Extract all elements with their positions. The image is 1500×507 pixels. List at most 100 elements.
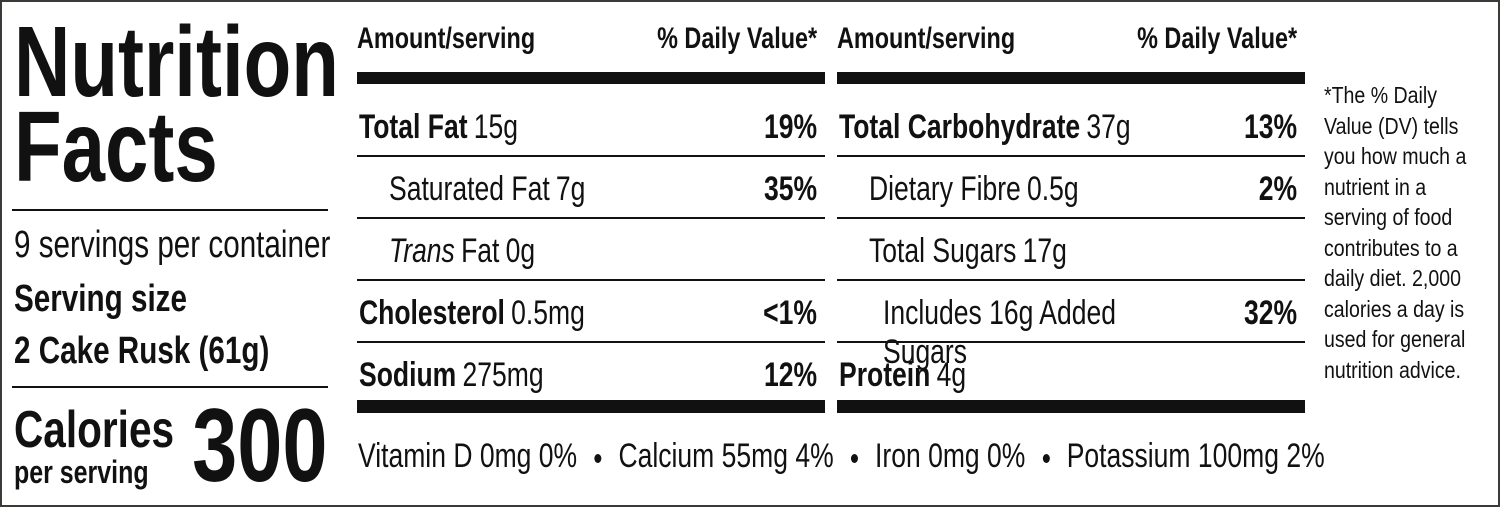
micronutrient: Iron 0mg 0% bbox=[875, 437, 1026, 475]
nutrient-amount: 0g bbox=[505, 232, 536, 270]
heading-text: Amount/serving bbox=[837, 22, 1016, 55]
bullet bbox=[594, 453, 602, 463]
calories-text: per serving bbox=[14, 454, 149, 490]
daily-value: 35% bbox=[749, 170, 817, 209]
serving-size-text: Serving size bbox=[14, 278, 187, 320]
nutrient-label: Sodium bbox=[359, 356, 457, 394]
footnote: *The % Daily Value (DV) tells you how mu… bbox=[1324, 82, 1467, 383]
nutrient-label: Total Fat bbox=[359, 108, 468, 146]
micronutrients: Vitamin D 0mg 0% Calcium 55mg 4% Iron 0mg … bbox=[358, 437, 1498, 476]
calories-value: 300 bbox=[154, 394, 328, 498]
daily-value: 12% bbox=[749, 356, 817, 395]
daily-value: 32% bbox=[1229, 294, 1297, 333]
nutrient-amount: 7g bbox=[555, 170, 586, 208]
daily-value: 2% bbox=[1248, 170, 1297, 209]
nutrient-label: Dietary Fibre bbox=[869, 170, 1021, 208]
nutrient-amount: 15g bbox=[473, 108, 519, 146]
calories-sublabel: per serving bbox=[14, 454, 187, 491]
daily-value-text: 19% bbox=[763, 108, 817, 146]
divider bbox=[12, 386, 328, 388]
heading-text: % Daily Value* bbox=[1137, 22, 1297, 55]
thick-rule bbox=[837, 400, 1305, 413]
nutrient-row: Sodium 275mg 12% bbox=[357, 343, 817, 405]
nutrient-name: Saturated Fat 7g bbox=[389, 170, 641, 209]
daily-value-text: <1% bbox=[763, 294, 817, 332]
nutrient-label: Protein bbox=[839, 356, 931, 394]
thick-rule bbox=[837, 72, 1305, 84]
nutrient-text: Includes 16g Added Sugars bbox=[883, 294, 1206, 372]
serving-size-text: 2 Cake Rusk (61g) bbox=[14, 330, 270, 372]
serving-size-value: 2 Cake Rusk (61g) bbox=[14, 330, 341, 373]
serving-size-label: Serving size bbox=[14, 278, 236, 321]
nutrient-text: Total Sugars 17g bbox=[869, 232, 1067, 271]
servings-text: 9 servings per container bbox=[14, 224, 331, 266]
row-rule bbox=[837, 341, 1305, 343]
nutrient-name: Total Carbohydrate 37g bbox=[839, 108, 1213, 147]
divider bbox=[12, 209, 328, 211]
row-rule bbox=[357, 279, 825, 281]
dv-heading: % Daily Value* bbox=[997, 22, 1297, 56]
nutrient-label: Cholesterol bbox=[359, 294, 505, 332]
daily-value-text: 2% bbox=[1258, 170, 1297, 208]
nutrient-amount: 4g bbox=[936, 356, 967, 394]
nutrient-amount: 275mg bbox=[462, 356, 544, 394]
nutrient-name: Total Fat 15g bbox=[359, 108, 563, 147]
nutrient-row: Total Fat 15g 19% bbox=[357, 95, 817, 157]
nutrient-amount: 0.5g bbox=[1027, 170, 1079, 208]
servings: 9 servings per container bbox=[14, 224, 420, 267]
amount-heading: Amount/serving bbox=[357, 22, 585, 56]
nutrient-label: Total Sugars bbox=[869, 232, 1017, 270]
heading-text: % Daily Value* bbox=[657, 22, 817, 55]
calories-label: Calories bbox=[14, 400, 219, 460]
row-rule bbox=[837, 155, 1305, 157]
dv-heading: % Daily Value* bbox=[517, 22, 817, 56]
row-rule bbox=[837, 279, 1305, 281]
title-line: Facts bbox=[14, 91, 218, 203]
nutrient-name: Trans Fat 0g bbox=[389, 232, 576, 271]
daily-value-text: 32% bbox=[1243, 294, 1297, 332]
nutrient-label: Fat bbox=[461, 232, 500, 270]
nutrient-label: Saturated Fat bbox=[389, 170, 550, 208]
row-rule bbox=[357, 155, 825, 157]
thick-rule bbox=[357, 72, 825, 84]
nutrient-row: Total Carbohydrate 37g 13% bbox=[837, 95, 1297, 157]
row-rule bbox=[357, 217, 825, 219]
nutrient-row: Total Sugars 17g bbox=[837, 219, 1297, 281]
amount-heading: Amount/serving bbox=[837, 22, 1065, 56]
micronutrient: Potassium 100mg 2% bbox=[1066, 437, 1325, 475]
bullet bbox=[850, 453, 858, 463]
nutrient-label: Total Carbohydrate bbox=[839, 108, 1081, 146]
nutrient-row: Protein 4g bbox=[837, 343, 1297, 405]
nutrient-text: Saturated Fat 7g bbox=[389, 170, 585, 209]
nutrient-text: Total Carbohydrate 37g bbox=[839, 108, 1131, 147]
nutrient-amount: 0.5mg bbox=[511, 294, 585, 332]
row-rule bbox=[357, 341, 825, 343]
calories-text: Calories bbox=[14, 401, 175, 459]
nutrient-text: Protein 4g bbox=[839, 356, 966, 395]
nutrient-text: Sodium 275mg bbox=[359, 356, 544, 395]
row-rule bbox=[837, 217, 1305, 219]
nutrient-amount: 37g bbox=[1086, 108, 1131, 146]
bullet bbox=[1042, 453, 1050, 463]
nutrient-row: Dietary Fibre 0.5g 2% bbox=[837, 157, 1297, 219]
heading-text: Amount/serving bbox=[357, 22, 536, 55]
nutrient-label: Includes 16g Added Sugars bbox=[883, 294, 1116, 371]
daily-value: <1% bbox=[748, 294, 817, 333]
nutrient-text: Dietary Fibre 0.5g bbox=[869, 170, 1079, 209]
calories-number: 300 bbox=[192, 388, 328, 504]
title-line: Nutrition bbox=[14, 6, 339, 118]
nutrient-row: Cholesterol 0.5mg <1% bbox=[357, 281, 817, 343]
daily-value-text: 12% bbox=[763, 356, 817, 394]
micronutrient: Calcium 55mg 4% bbox=[618, 437, 834, 475]
nutrient-name-italic: Trans bbox=[389, 232, 455, 270]
daily-value-text: 13% bbox=[1243, 108, 1297, 146]
nutrient-name: Sodium 275mg bbox=[359, 356, 596, 395]
daily-value-text: 35% bbox=[763, 170, 817, 208]
micronutrient-list: Vitamin D 0mg 0% Calcium 55mg 4% Iron 0mg … bbox=[358, 437, 1325, 476]
thick-rule bbox=[357, 400, 825, 413]
title: Facts bbox=[14, 97, 275, 197]
nutrient-row: Includes 16g Added Sugars 32% bbox=[837, 281, 1297, 371]
daily-value: 19% bbox=[749, 108, 817, 147]
nutrient-name: Includes 16g Added Sugars bbox=[883, 294, 1297, 372]
